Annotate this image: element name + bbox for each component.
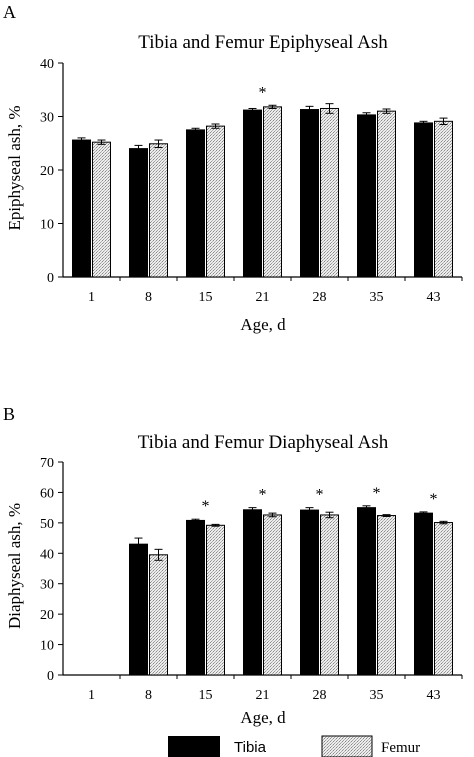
panel-a-y-tick-label: 20	[40, 164, 54, 179]
panel-b-significance-marker: *	[259, 487, 267, 504]
panel-a-bar-tibia	[357, 114, 376, 278]
legend-tibia-swatch	[168, 736, 220, 757]
panel-b-bar-tibia	[300, 509, 319, 676]
panel-a-x-tick-label: 35	[370, 290, 384, 305]
panel-a-bar-femur	[149, 143, 168, 278]
panel-b-bar-tibia	[129, 543, 148, 676]
panel-a-y-tick-label: 30	[40, 111, 54, 126]
panel-b-y-tick-label: 20	[40, 608, 54, 623]
panel-b-ylabel: Diaphyseal ash, %	[5, 503, 24, 629]
panel-b-y-tick-label: 40	[40, 547, 54, 562]
panel-b-x-tick-label: 35	[370, 688, 384, 703]
panel-b-y-tick-label: 30	[40, 578, 54, 593]
panel-b-bar-femur	[320, 514, 339, 676]
panel-b-y-tick-label: 60	[40, 486, 54, 501]
panel-b-x-tick-label: 28	[313, 688, 327, 703]
panel-b-x-tick-label: 1	[88, 688, 95, 703]
panel-a-bar-tibia	[129, 148, 148, 278]
panel-a-plot: 0 10 20 30 40 1 8 15 21 * 28 35 43	[40, 57, 463, 305]
panel-b-x-tick-label: 21	[256, 688, 270, 703]
panel-b-y-tick-label: 70	[40, 456, 54, 471]
panel-a-x-tick-label: 28	[313, 290, 327, 305]
panel-a-bar-femur	[377, 110, 396, 278]
panel-a-x-tick-label: 43	[427, 290, 441, 305]
panel-a-x-tick-label: 15	[199, 290, 213, 305]
panel-b-bar-tibia	[357, 507, 376, 676]
panel-b-bar-tibia	[414, 512, 433, 676]
legend-femur-swatch	[321, 735, 373, 757]
panel-a-bar-femur	[206, 125, 225, 278]
panel-b-bar-tibia	[243, 509, 262, 676]
panel-b-bar-femur	[377, 515, 396, 676]
panel-a-ylabel: Epiphyseal ash, %	[5, 105, 24, 230]
panel-b: B Tibia and Femur Diaphyseal Ash Diaphys…	[3, 404, 463, 727]
panel-b-x-tick-label: 8	[145, 688, 152, 703]
panel-a-bar-tibia	[414, 122, 433, 278]
panel-a: A Tibia and Femur Epiphyseal Ash Epiphys…	[3, 2, 463, 334]
panel-a-bar-femur	[434, 120, 453, 278]
panel-a-xlabel: Age, d	[240, 315, 286, 334]
panel-b-x-tick-label: 43	[427, 688, 441, 703]
panel-b-significance-marker: *	[373, 485, 381, 502]
panel-a-bar-tibia	[72, 139, 91, 278]
panel-b-bar-femur	[263, 514, 282, 676]
panel-a-label: A	[3, 2, 16, 22]
panel-a-y-tick-label: 40	[40, 57, 54, 72]
panel-b-xlabel: Age, d	[240, 708, 286, 727]
legend-femur-label: Femur	[381, 740, 420, 756]
panel-b-y-tick-label: 50	[40, 517, 54, 532]
panel-a-bar-tibia	[300, 109, 319, 278]
legend: Tibia Femur	[168, 735, 420, 757]
panel-b-bar-femur	[434, 522, 453, 676]
panel-a-bar-tibia	[243, 109, 262, 278]
panel-b-bar-femur	[149, 554, 168, 676]
panel-a-bar-femur	[92, 141, 111, 278]
panel-a-x-tick-label: 21	[256, 290, 270, 305]
panel-b-significance-marker: *	[430, 491, 438, 508]
panel-b-bar-tibia	[186, 519, 205, 676]
panel-b-x-tick-label: 15	[199, 688, 213, 703]
panel-b-significance-marker: *	[202, 498, 210, 515]
panel-b-label: B	[3, 404, 15, 424]
legend-tibia-label: Tibia	[234, 739, 267, 756]
panel-b-y-tick-label: 10	[40, 639, 54, 654]
panel-b-plot: 0 10 20 30 40 50 60 70 1 8 15 * 21 * 28 * 35 * 43 *	[40, 456, 463, 703]
panel-b-y-tick-label: 0	[47, 669, 54, 684]
panel-b-title: Tibia and Femur Diaphyseal Ash	[138, 432, 389, 453]
panel-a-bar-femur	[320, 107, 339, 278]
panel-b-significance-marker: *	[316, 487, 324, 504]
panel-a-bar-femur	[263, 106, 282, 278]
panel-a-x-tick-label: 8	[145, 290, 152, 305]
panel-a-y-tick-label: 0	[47, 271, 54, 286]
panel-a-y-tick-label: 10	[40, 218, 54, 233]
panel-a-bar-tibia	[186, 129, 205, 278]
panel-a-title: Tibia and Femur Epiphyseal Ash	[138, 32, 388, 53]
panel-a-significance-marker: *	[259, 84, 267, 101]
panel-a-x-tick-label: 1	[88, 290, 95, 305]
panel-b-bar-femur	[206, 524, 225, 676]
